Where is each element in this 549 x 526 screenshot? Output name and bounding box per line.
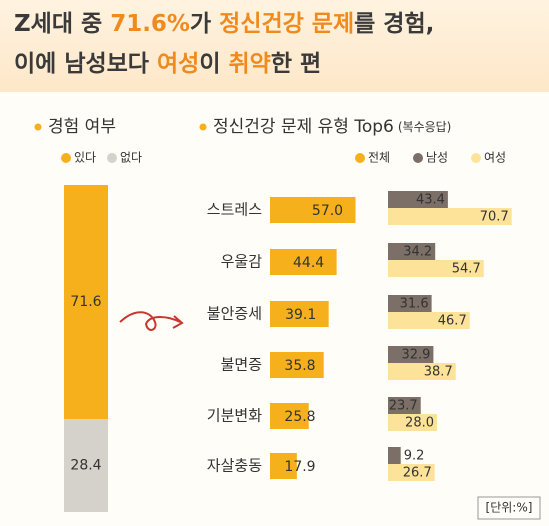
bar-value-label: 28.0 <box>405 416 434 431</box>
unit-label: [단위:%] <box>486 501 533 515</box>
title-part: 이에 남성보다 <box>14 51 157 77</box>
bar <box>270 301 329 327</box>
bar-value-label: 70.7 <box>480 210 509 225</box>
title-part: 를 경험, <box>354 11 434 37</box>
title-part: 정신건강 문제 <box>219 11 354 37</box>
bar <box>270 197 356 223</box>
bar-value-label: 9.2 <box>404 449 425 464</box>
bar <box>388 208 512 225</box>
title-line-2: 이에 남성보다 여성이 취약한 편 <box>14 51 321 77</box>
title-band <box>0 0 549 92</box>
bar <box>388 295 432 312</box>
bar <box>270 403 309 429</box>
legend-label: 여성 <box>484 151 506 165</box>
category-label: 자살충동 <box>207 457 262 475</box>
bar-segment <box>64 185 108 420</box>
bar <box>388 260 484 277</box>
title-part: 취약 <box>228 51 270 77</box>
legend-label: 있다 <box>74 151 96 165</box>
bar-value-label: 34.2 <box>403 245 432 260</box>
legend-swatch <box>471 153 481 163</box>
bar <box>388 464 435 481</box>
bar <box>388 414 437 431</box>
bar-value-label: 25.8 <box>284 409 315 425</box>
bar-value-label: 46.7 <box>438 314 467 329</box>
bar-value-label: 23.7 <box>389 399 418 414</box>
bar <box>388 312 470 329</box>
title-part: 가 <box>190 11 219 37</box>
title-part: Z세대 중 <box>14 11 110 37</box>
bar-value-label: 57.0 <box>312 203 343 219</box>
arrow-head <box>172 315 184 329</box>
bar <box>388 363 456 380</box>
bar-value-label: 71.6 <box>70 294 101 310</box>
bullet <box>34 123 42 131</box>
right-chart-title: 정신건강 문제 유형 Top6 (복수응답) <box>213 117 451 137</box>
subtitle: (복수응답) <box>398 120 452 134</box>
unit-box <box>477 496 541 520</box>
bar <box>388 447 401 464</box>
title-part: 여성 <box>157 51 199 77</box>
legend-label: 없다 <box>120 151 142 165</box>
bar <box>270 352 324 378</box>
bar <box>270 453 297 479</box>
title-line-1: Z세대 중 71.6%가 정신건강 문제를 경험, <box>14 11 434 37</box>
arrow <box>119 311 181 331</box>
bullet <box>199 123 207 131</box>
title-part: 한 편 <box>271 51 321 77</box>
bar-value-label: 32.9 <box>401 348 430 363</box>
category-label: 스트레스 <box>207 201 262 219</box>
bar-value-label: 38.7 <box>424 365 453 380</box>
title-part: 이 <box>199 51 228 77</box>
bar-value-label: 44.4 <box>293 255 324 271</box>
legend-label: 남성 <box>426 151 448 165</box>
bar <box>270 249 337 275</box>
bar-segment <box>64 419 108 512</box>
bar-value-label: 31.6 <box>400 297 429 312</box>
bar <box>388 243 436 260</box>
bar <box>388 346 434 363</box>
legend-swatch <box>61 153 71 163</box>
bar-value-label: 26.7 <box>403 466 432 481</box>
bar-value-label: 39.1 <box>285 307 316 323</box>
left-chart-title: 경험 여부 <box>48 117 116 137</box>
category-label: 우울감 <box>221 253 263 271</box>
bar-value-label: 28.4 <box>70 458 101 474</box>
bar <box>388 397 421 414</box>
legend-swatch <box>413 153 423 163</box>
bar-value-label: 43.4 <box>416 193 445 208</box>
legend-swatch <box>107 153 117 163</box>
title-text: 정신건강 문제 유형 Top6 <box>213 117 394 137</box>
category-label: 기분변화 <box>207 407 262 425</box>
title-part: 71.6% <box>110 11 190 37</box>
legend-label: 전체 <box>368 151 390 165</box>
bar-value-label: 35.8 <box>284 358 315 374</box>
legend-swatch <box>355 153 365 163</box>
category-label: 불면증 <box>221 356 262 374</box>
bar-value-label: 54.7 <box>452 262 481 277</box>
bar-value-label: 17.9 <box>284 459 315 475</box>
category-label: 불안증세 <box>207 305 262 323</box>
bar <box>388 191 448 208</box>
